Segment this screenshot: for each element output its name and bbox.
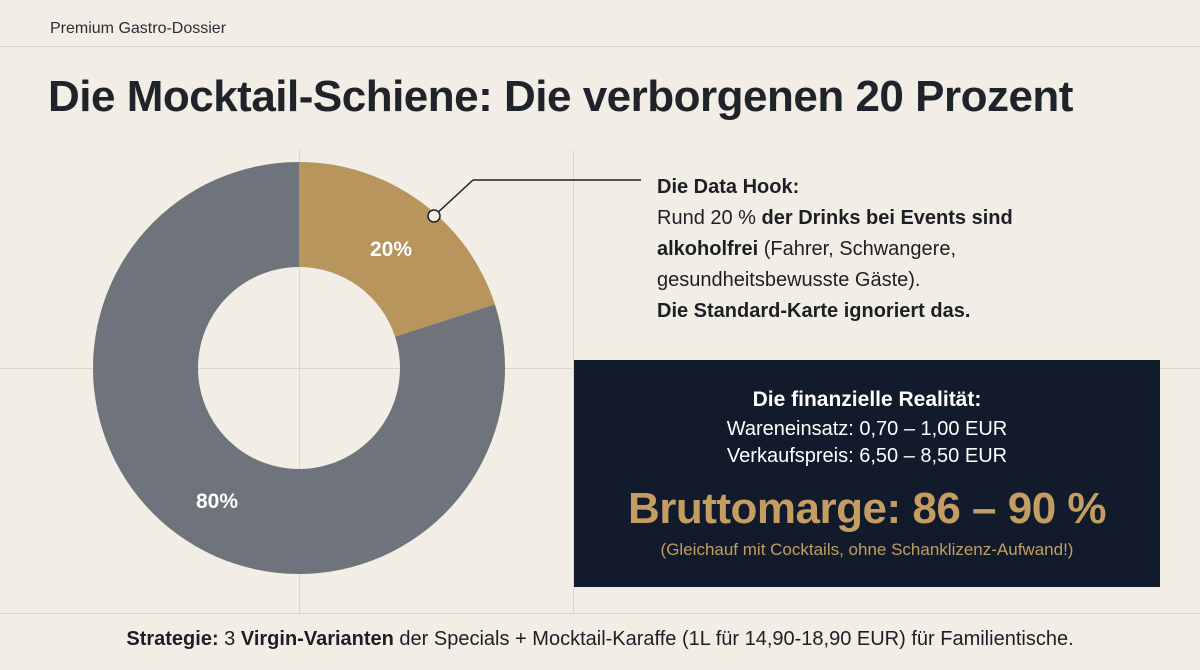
financial-reality-box: Die finanzielle Realität: Wareneinsatz: … bbox=[574, 360, 1160, 587]
page-title: Die Mocktail-Schiene: Die verborgenen 20… bbox=[48, 72, 1073, 121]
grid-line-top bbox=[0, 46, 1200, 47]
finance-title: Die finanzielle Realität: bbox=[752, 388, 982, 411]
slice-label-alkoholfrei: 20% bbox=[370, 238, 412, 261]
strategy-bold: Virgin-Varianten bbox=[240, 628, 394, 650]
strategy-text-2: der Specials + Mocktail-Karaffe (1L für … bbox=[393, 628, 1074, 650]
strategy-label: Strategie: bbox=[126, 628, 219, 650]
strategy-text-1: 3 bbox=[218, 628, 241, 650]
data-hook-bold-3: Die Standard-Karte ignoriert das. bbox=[657, 300, 971, 322]
eyebrow-label: Premium Gastro-Dossier bbox=[50, 20, 227, 37]
finance-margin: Bruttomarge: 86 – 90 % bbox=[627, 484, 1107, 533]
donut-slice-alkoholisch bbox=[92, 162, 505, 574]
finance-cost: Wareneinsatz: 0,70 – 1,00 EUR bbox=[726, 418, 1008, 440]
slice-label-alkoholisch: 80% bbox=[196, 490, 238, 513]
finance-price: Verkaufspreis: 6,50 – 8,50 EUR bbox=[726, 445, 1008, 467]
data-hook-bold-1: der Drinks bei Events sind bbox=[755, 207, 1013, 229]
callout-dot bbox=[427, 209, 441, 223]
donut-slice-alkoholfrei bbox=[299, 162, 495, 337]
data-hook-bold-2: alkoholfrei bbox=[657, 238, 759, 260]
grid-line-bottom bbox=[0, 613, 1200, 614]
data-hook-text-1: Rund 20 % bbox=[657, 207, 756, 229]
strategy-line: Strategie: 3 Virgin-Varianten der Specia… bbox=[0, 628, 1200, 651]
callout-line-diagonal bbox=[433, 179, 474, 217]
grid-line-vertical-right bbox=[573, 150, 574, 613]
data-hook-text: Die Data Hook: Rund 20 % der Drinks bei … bbox=[657, 172, 1117, 327]
data-hook-text-2: (Fahrer, Schwangere, gesundheitsbewusste… bbox=[657, 238, 957, 291]
data-hook-heading: Die Data Hook: bbox=[657, 176, 800, 198]
grid-line-vertical-center bbox=[299, 150, 300, 613]
finance-note: (Gleichauf mit Cocktails, ohne Schankliz… bbox=[660, 540, 1074, 559]
